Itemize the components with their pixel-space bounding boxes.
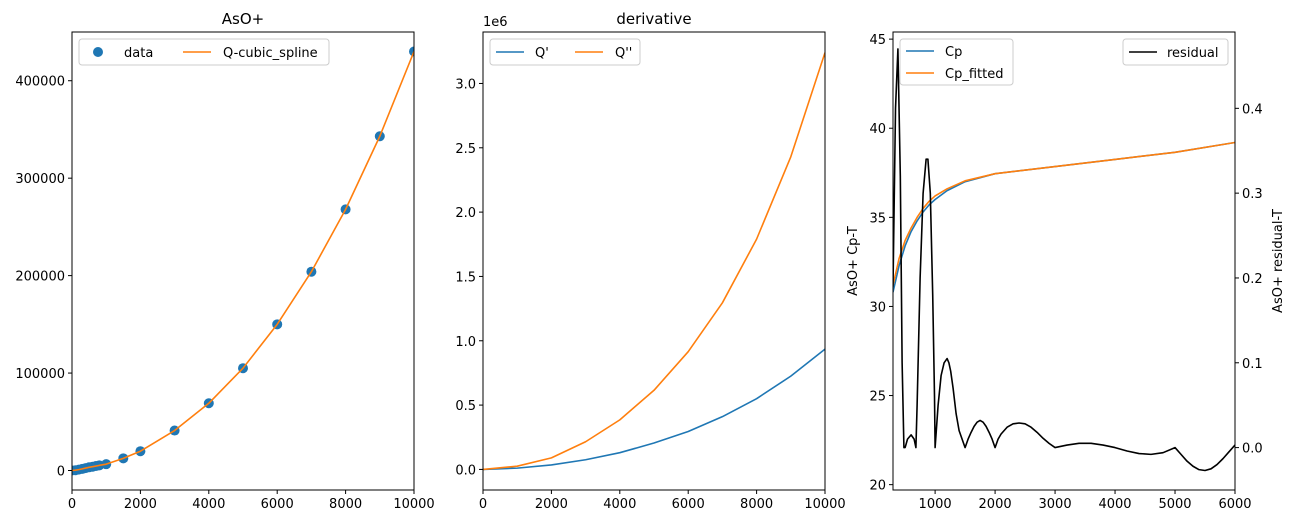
legend-label-data: data bbox=[124, 46, 153, 61]
chart-1-xtick-label: 6000 bbox=[261, 497, 294, 512]
chart-3-ytick-right-label: 0.1 bbox=[1242, 357, 1263, 372]
chart-3-xtick-label: 3000 bbox=[1039, 497, 1072, 512]
legend-label-cp: Cp bbox=[945, 45, 962, 60]
chart-1-title: AsO+ bbox=[222, 10, 264, 28]
chart-2-legend: Q' Q'' bbox=[489, 38, 641, 66]
chart-2-ytick-label: 2.0 bbox=[455, 206, 476, 221]
chart-1-ytick-label: 200000 bbox=[15, 270, 65, 285]
chart-3-xtick-label: 6000 bbox=[1218, 497, 1251, 512]
series-q-cubic-spline bbox=[72, 51, 414, 472]
legend-label-q-cubic-spline: Q-cubic_spline bbox=[223, 46, 318, 61]
chart-1-legend: data Q-cubic_spline bbox=[78, 38, 330, 66]
series-q-double-prime bbox=[483, 52, 825, 471]
chart-1-frame bbox=[71, 31, 415, 491]
chart-1-ytick-label: 300000 bbox=[15, 172, 65, 187]
chart-3-ytick-label: 25 bbox=[869, 390, 886, 405]
chart-3-xtick-label: 1000 bbox=[919, 497, 952, 512]
chart-panel-1: AsO+ 0 2000 4000 6000 8000 100000100000200000… bbox=[15, 10, 434, 512]
chart-2-offset-text: 1e6 bbox=[483, 15, 508, 30]
chart-1-xtick-label: 10000 bbox=[393, 497, 434, 512]
legend-label-q-prime: Q' bbox=[535, 46, 549, 61]
chart-3-ytick-label: 45 bbox=[869, 33, 886, 48]
chart-3-xtick-label: 2000 bbox=[979, 497, 1012, 512]
chart-2-frame bbox=[482, 31, 826, 491]
chart-2-xtick-label: 4000 bbox=[603, 497, 636, 512]
legend-label-q-double-prime: Q'' bbox=[615, 46, 632, 61]
chart-3-ytick-right-label: 0.3 bbox=[1242, 187, 1263, 202]
chart-1-xtick-label: 0 bbox=[68, 497, 76, 512]
chart-2-ytick-label: 3.0 bbox=[455, 77, 476, 92]
chart-2-xtick-label: 6000 bbox=[672, 497, 705, 512]
chart-2-ytick-label: 1.5 bbox=[455, 270, 476, 285]
series-cp-fitted bbox=[893, 141, 1235, 286]
series-residual bbox=[893, 48, 1235, 472]
chart-3-legend-right: residual bbox=[1122, 38, 1229, 66]
chart-1-xtick-label: 8000 bbox=[329, 497, 362, 512]
chart-3-legend-left: Cp Cp_fitted bbox=[899, 38, 1014, 86]
chart-3-xtick-label: 4000 bbox=[1098, 497, 1131, 512]
chart-1-xtick-label: 4000 bbox=[192, 497, 225, 512]
chart-3-ylabel-left: AsO+ Cp-T bbox=[846, 226, 861, 296]
legend-label-residual: residual bbox=[1167, 46, 1219, 61]
chart-2-ytick-label: 0.5 bbox=[455, 399, 476, 414]
legend-marker-data bbox=[93, 47, 103, 57]
chart-1-ytick-label: 100000 bbox=[15, 367, 65, 382]
chart-3-ytick-right-label: 0.0 bbox=[1242, 442, 1263, 457]
chart-2-xtick-label: 2000 bbox=[535, 497, 568, 512]
chart-3-ytick-right-label: 0.2 bbox=[1242, 272, 1263, 287]
chart-3-ytick-label: 30 bbox=[869, 300, 886, 315]
chart-2-xtick-label: 10000 bbox=[804, 497, 845, 512]
chart-3-ytick-label: 20 bbox=[869, 479, 886, 494]
chart-2-xtick-label: 0 bbox=[479, 497, 487, 512]
chart-2-ytick-label: 0.0 bbox=[455, 463, 476, 478]
chart-2-xtick-label: 8000 bbox=[740, 497, 773, 512]
chart-2-ytick-label: 1.0 bbox=[455, 335, 476, 350]
series-q-prime bbox=[483, 348, 825, 471]
chart-2-title: derivative bbox=[616, 10, 691, 28]
legend-label-cp-fitted: Cp_fitted bbox=[945, 67, 1003, 82]
chart-3-frame bbox=[892, 31, 1236, 491]
chart-3-ylabel-right: AsO+ residual-T bbox=[1271, 209, 1286, 313]
chart-2-ytick-label: 2.5 bbox=[455, 142, 476, 157]
chart-3-ytick-label: 35 bbox=[869, 211, 886, 226]
chart-panel-2: derivative 1e6 0 2000 4000 6000 8000 10000 0.0… bbox=[455, 10, 845, 512]
chart-1-xtick-label: 2000 bbox=[124, 497, 157, 512]
chart-3-ytick-label: 40 bbox=[869, 122, 886, 137]
chart-3-ytick-right-label: 0.4 bbox=[1242, 102, 1263, 117]
chart-1-ytick-label: 0 bbox=[57, 465, 65, 480]
chart-panel-3: 1000 2000 3000 4000 5000 6000 20 25 30 35 40 45 0.0 0… bbox=[846, 31, 1286, 512]
chart-3-xtick-label: 5000 bbox=[1158, 497, 1191, 512]
chart-1-ytick-label: 400000 bbox=[15, 75, 65, 90]
